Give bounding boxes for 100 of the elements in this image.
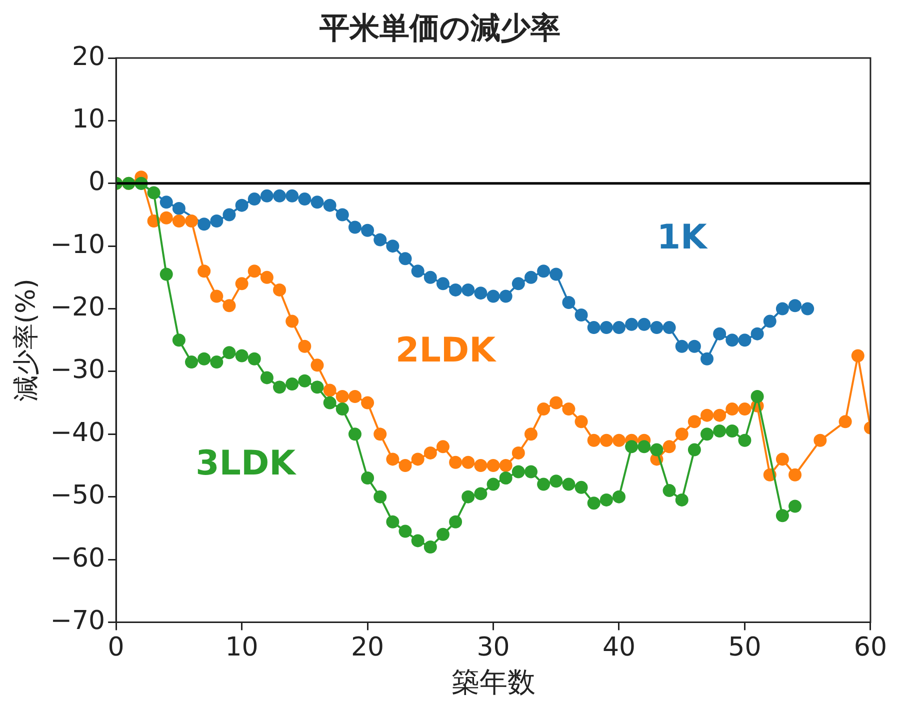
y-tick-label: −10	[50, 230, 106, 260]
point	[348, 390, 362, 404]
point	[172, 214, 186, 228]
series-label: 3LDK	[196, 443, 298, 484]
y-tick-label: 0	[88, 167, 106, 198]
point	[336, 402, 349, 416]
point	[612, 434, 626, 447]
point	[524, 428, 538, 441]
point	[638, 318, 651, 331]
point	[814, 434, 827, 447]
point	[838, 415, 852, 428]
point	[172, 334, 186, 347]
point	[600, 321, 613, 334]
point	[662, 440, 676, 454]
point	[788, 299, 802, 312]
point	[386, 452, 400, 466]
point	[411, 534, 424, 548]
point	[172, 202, 186, 215]
chart-title: 平米単価の減少率	[318, 10, 560, 46]
point	[612, 321, 626, 334]
point	[310, 380, 324, 394]
point	[286, 314, 299, 328]
point	[160, 211, 173, 224]
y-axis-title: 減少率(%)	[11, 278, 42, 402]
point	[625, 318, 638, 331]
point	[273, 380, 286, 394]
point	[210, 214, 224, 228]
point	[726, 402, 739, 416]
point	[336, 390, 349, 404]
point	[512, 277, 525, 290]
point	[248, 192, 261, 206]
point	[801, 302, 814, 316]
point	[486, 290, 500, 303]
y-tick-label: −40	[50, 418, 106, 448]
point	[587, 321, 600, 334]
point	[210, 290, 224, 303]
point	[851, 349, 864, 362]
point	[512, 446, 525, 460]
point	[474, 458, 488, 472]
point	[688, 443, 701, 456]
point	[386, 240, 400, 253]
point	[512, 465, 525, 478]
point	[298, 374, 312, 388]
point	[436, 277, 450, 290]
point	[273, 189, 286, 202]
point	[562, 478, 576, 491]
point	[361, 472, 374, 485]
point	[298, 340, 312, 353]
point	[788, 468, 802, 482]
point	[361, 396, 374, 410]
point	[310, 358, 324, 372]
point	[248, 264, 261, 278]
point	[462, 456, 475, 469]
point	[147, 186, 160, 200]
point	[160, 196, 173, 209]
point	[650, 321, 664, 334]
point	[600, 493, 613, 506]
point	[398, 458, 412, 472]
point	[222, 346, 236, 360]
point	[260, 270, 274, 284]
point	[574, 308, 588, 322]
point	[222, 208, 236, 222]
point	[449, 456, 462, 469]
y-tick-label: 20	[72, 42, 106, 72]
point	[675, 493, 688, 506]
point	[486, 458, 500, 472]
point	[374, 490, 387, 504]
x-tick-label: 10	[225, 632, 258, 663]
x-tick-label: 40	[602, 632, 636, 663]
point	[562, 402, 576, 416]
point	[260, 189, 274, 202]
point	[198, 218, 211, 231]
y-tick-label: −60	[50, 543, 106, 574]
point	[235, 277, 248, 290]
point	[210, 356, 224, 369]
point	[713, 424, 726, 438]
point	[449, 283, 462, 296]
point	[550, 268, 563, 281]
point	[763, 314, 776, 328]
point	[310, 196, 324, 209]
point	[436, 440, 450, 454]
point	[160, 268, 173, 281]
point	[235, 349, 248, 362]
point	[286, 189, 299, 202]
point	[323, 396, 336, 410]
point	[398, 524, 412, 538]
point	[374, 233, 387, 246]
x-tick-label: 20	[350, 632, 384, 663]
point	[411, 452, 424, 466]
point	[688, 340, 701, 353]
point	[499, 290, 512, 303]
point	[675, 428, 688, 441]
point	[185, 356, 198, 369]
point	[625, 440, 638, 454]
point	[323, 198, 336, 212]
point	[298, 192, 312, 206]
point	[336, 208, 349, 222]
point	[273, 283, 286, 296]
point	[374, 428, 387, 441]
point	[750, 390, 764, 404]
